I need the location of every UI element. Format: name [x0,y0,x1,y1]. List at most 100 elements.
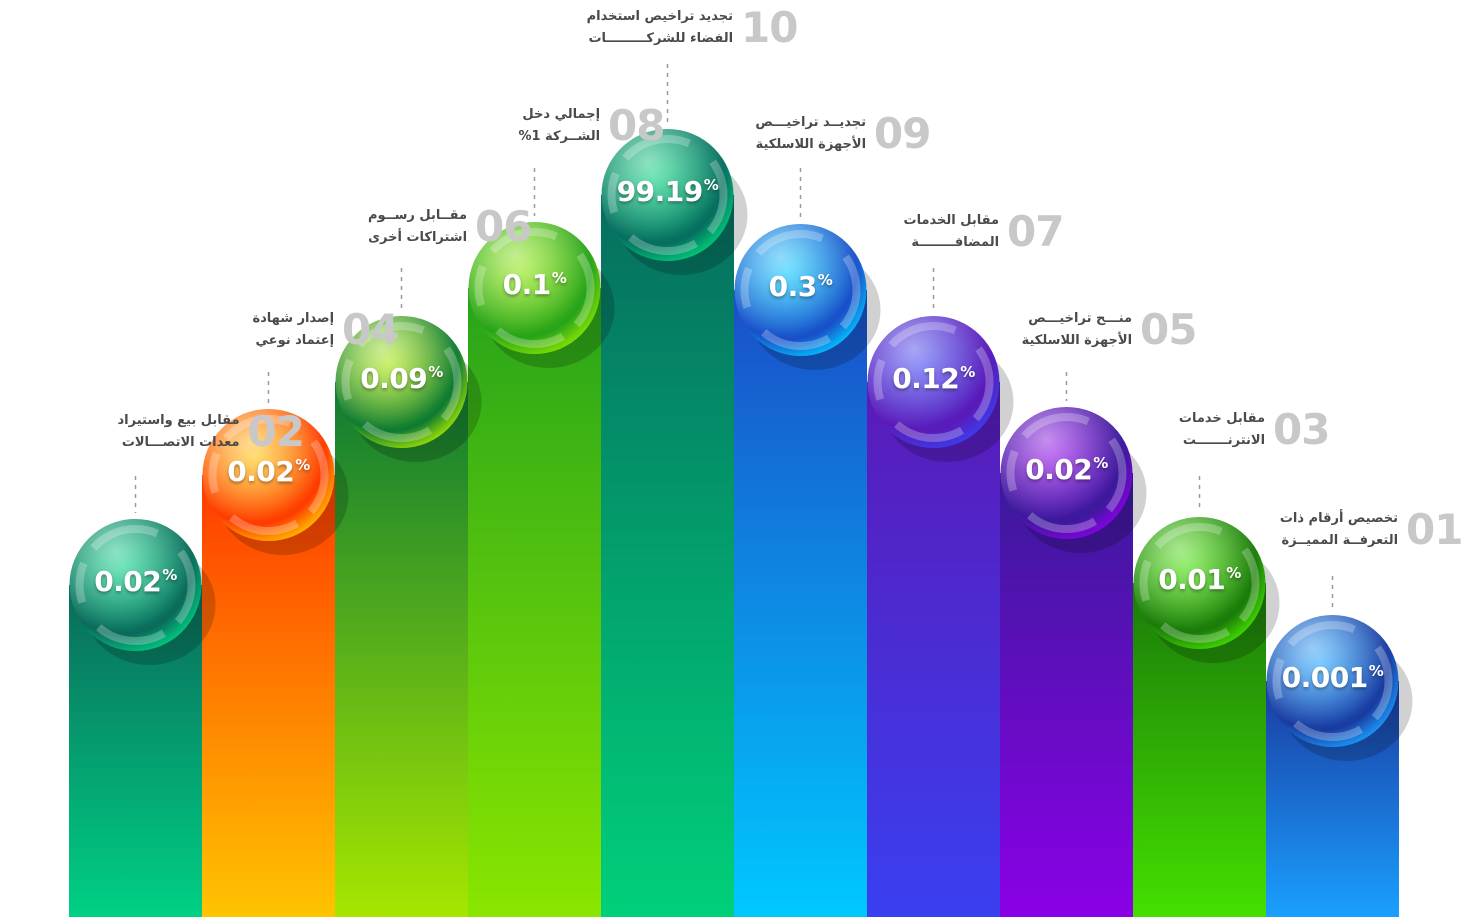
category-line-1: منـــح تراخيـــص [1028,311,1133,326]
value-label-08: 0.1% [465,268,605,301]
category-line-2: معدات الاتصـــالات [121,435,240,450]
category-line-1: مقابل الخدمات [903,213,1000,228]
category-label-06: مقــابل رســوم اشتراكات أخرى 06 [232,205,532,249]
percent-sign: % [428,363,443,381]
category-text: مقابل خدمات الانترنـــــــت [1030,408,1266,452]
category-line-2: الفضاء للشركـــــــــات [588,31,734,46]
category-label-07: مقابل الخدمات المضافــــــــة 07 [764,207,1065,256]
category-line-1: مقابل خدمات [1178,411,1266,426]
rank-number: 04 [342,305,399,354]
category-label-10: تجديد تراخيص استخدام الفضاء للشركــــــــ… [498,3,799,52]
value-number: 0.02 [1025,453,1093,486]
category-text: تخصيص أرقام ذات التعرفــة المميــزة [1163,508,1399,552]
percent-sign: % [162,566,177,584]
category-line-1: إجمالي دخل [522,107,601,122]
category-line-2: الأجهزة اللاسلكية [755,137,867,152]
value-label-10: 99.19% [598,175,738,208]
category-line-2: الانترنـــــــت [1182,433,1266,448]
category-label-03: مقابل خدمات الانترنـــــــت 03 [1030,405,1331,454]
value-number: 0.09 [360,362,428,395]
bubble-highlight-09 [734,224,867,356]
value-number: 99.19 [616,175,704,208]
category-line-2: المضافــــــــة [911,235,1000,250]
rank-number: 05 [1140,305,1197,354]
percent-sign: % [295,456,310,474]
value-label-05: 0.02% [997,453,1137,486]
percent-sign: % [817,271,833,289]
percent-sign: % [703,176,719,194]
bar-05 [1000,473,1133,917]
category-line-1: تخصيص أرقام ذات [1279,511,1399,526]
category-text: إجمالي دخل الشــركة 1% [365,104,601,148]
leader-lines-layer [134,64,1334,609]
bubble-highlight-03 [1133,517,1266,649]
value-label-06: 0.09% [332,362,472,395]
bubble-highlight-06 [335,316,468,448]
bar-07 [867,382,1000,917]
value-number: 0.01 [1158,563,1226,596]
value-number: 0.02 [94,565,162,598]
category-line-1: تجديد تراخيص استخدام [586,9,734,24]
bar-06 [335,382,468,917]
bar-08 [468,288,601,917]
value-number: 0.1 [502,268,552,301]
bar-10 [601,195,734,917]
bubble-highlight-02 [69,519,202,651]
rank-number: 01 [1406,505,1463,554]
value-number: 0.12 [892,362,960,395]
value-label-01: 0.001% [1263,661,1403,694]
category-line-2: الشــركة 1% [518,129,601,144]
percent-sign: % [1368,662,1384,680]
bubble-highlight-01 [1266,615,1399,747]
category-line-2: التعرفــة المميــزة [1281,533,1399,548]
percent-sign: % [1226,564,1241,582]
percent-sign: % [551,269,567,287]
category-line-1: إصدار شهادة [252,311,335,326]
bar-04 [202,475,335,917]
rank-number: 03 [1273,405,1330,454]
category-label-09: تجديــد تراخيـــص الأجهزة اللاسلكية 09 [631,112,931,156]
category-line-1: تجديــد تراخيـــص [755,115,867,130]
percent-sign: % [1093,454,1108,472]
category-label-01: تخصيص أرقام ذات التعرفــة المميــزة 01 [1163,505,1464,554]
value-label-04: 0.02% [199,455,339,488]
bubble-highlight-08 [468,222,601,354]
value-label-07: 0.12% [864,362,1004,395]
category-text: تجديد تراخيص استخدام الفضاء للشركــــــــ… [498,6,734,50]
bubble-highlight-07 [867,316,1000,448]
value-label-02: 0.02% [66,565,206,598]
category-line-1: مقابل بيع واستيراد [117,413,240,428]
bubbles-layer [69,129,1413,761]
category-text: مقابل الخدمات المضافــــــــة [764,210,1000,254]
rank-number: 06 [475,202,532,251]
category-label-08: إجمالي دخل الشــركة 1% 08 [365,104,665,148]
percent-sign: % [960,363,975,381]
bubble-highlight-10 [601,129,734,261]
bubble-highlight-04 [202,409,335,541]
value-number: 0.001 [1281,661,1369,694]
value-number: 0.3 [768,270,818,303]
category-line-2: إعتماد نوعي [255,333,335,348]
category-text: مقــابل رســوم اشتراكات أخرى [232,205,468,249]
rank-number: 07 [1007,207,1064,256]
category-label-05: منـــح تراخيـــص الأجهزة اللاسلكية 05 [897,305,1198,354]
rank-number: 10 [741,3,798,52]
category-label-02: مقابل بيع واستيراد معدات الاتصـــالات 02 [4,407,306,456]
category-text: إصدار شهادة إعتماد نوعي [99,308,335,352]
category-line-2: اشتراكات أخرى [368,230,468,245]
bars-layer [69,195,1399,917]
value-number: 0.02 [227,455,295,488]
rank-number: 08 [608,101,665,150]
category-text: مقابل بيع واستيراد معدات الاتصـــالات [4,410,240,454]
category-text: تجديــد تراخيـــص الأجهزة اللاسلكية [631,112,867,156]
value-label-09: 0.3% [731,270,871,303]
category-line-2: الأجهزة اللاسلكية [1021,333,1133,348]
rank-number: 02 [247,407,305,456]
bubble-highlight-05 [1000,407,1133,539]
category-label-04: إصدار شهادة إعتماد نوعي 04 [99,308,399,352]
category-text: منـــح تراخيـــص الأجهزة اللاسلكية [897,308,1133,352]
value-label-03: 0.01% [1130,563,1270,596]
bar-09 [734,290,867,917]
